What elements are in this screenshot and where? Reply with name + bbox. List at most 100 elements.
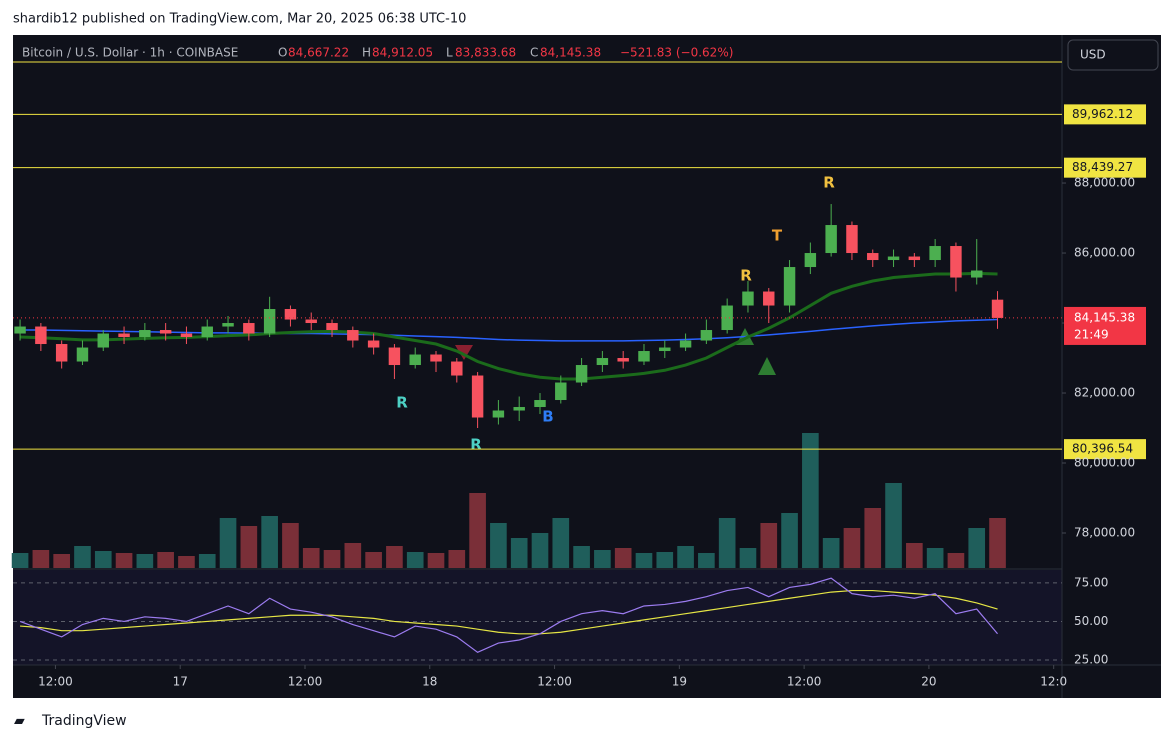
volume-bar <box>240 526 258 568</box>
countdown: 21:49 <box>1074 327 1109 341</box>
rsi-tick-label: 75.00 <box>1074 575 1108 589</box>
x-tick-label: 12:0 <box>1040 675 1067 689</box>
candle-body <box>783 267 796 306</box>
volume-bar <box>906 543 923 568</box>
candle-body <box>555 382 567 401</box>
candle-body <box>596 358 609 366</box>
annotation: R <box>823 174 835 192</box>
volume-bar <box>594 550 611 568</box>
volume-bar <box>386 546 403 568</box>
level-label: 89,962.12 <box>1072 107 1133 121</box>
volume-bar <box>32 550 50 568</box>
candle-body <box>575 365 588 383</box>
candle-body <box>887 256 900 261</box>
x-tick-label: 18 <box>422 675 437 689</box>
volume-bar <box>968 528 986 568</box>
y-tick-label: 80,000.00 <box>1074 456 1135 470</box>
candle-body <box>971 270 983 278</box>
candle-body <box>284 309 297 320</box>
rsi-pane <box>13 570 1062 665</box>
candle-body <box>201 326 213 338</box>
y-tick-label: 82,000.00 <box>1074 386 1135 400</box>
header: shardib12 published on TradingView.com, … <box>13 12 466 27</box>
candle-body <box>367 340 380 348</box>
x-tick-label: 12:00 <box>288 675 323 689</box>
volume-bar <box>885 483 902 568</box>
volume-bar <box>635 553 653 568</box>
volume-bar <box>718 518 736 568</box>
volume-bar <box>510 538 528 568</box>
volume-bar <box>490 523 507 568</box>
candle-body <box>76 347 89 362</box>
volume-bar <box>74 546 91 568</box>
volume-bar <box>614 548 632 568</box>
candle-body <box>742 291 754 306</box>
candle-body <box>97 333 109 348</box>
candle-body <box>492 410 505 418</box>
candle-body <box>617 358 629 362</box>
volume-bar <box>822 538 840 568</box>
currency-button[interactable] <box>1067 39 1159 71</box>
sell-arrow <box>455 345 473 360</box>
volume-bar <box>302 548 320 568</box>
candle-body <box>763 291 775 306</box>
candle-body <box>326 323 338 331</box>
candle-body <box>409 354 421 366</box>
candle-body <box>347 330 359 341</box>
candle-body <box>679 340 692 348</box>
volume-bar <box>11 553 29 568</box>
level-label: 80,396.54 <box>1072 442 1133 456</box>
ohlc-change: −521.83 (−0.62%) <box>620 46 733 60</box>
currency-label[interactable]: USD <box>1080 48 1106 62</box>
footer-logo: ▰ <box>14 713 25 729</box>
level-label: 88,439.27 <box>1072 160 1133 174</box>
volume-bar <box>323 550 341 568</box>
level-label-box <box>1064 157 1146 178</box>
candle-body <box>451 361 463 376</box>
volume-bar <box>157 552 174 568</box>
annotation: R <box>396 394 408 412</box>
volume-bar <box>552 518 570 568</box>
footer-brand: TradingView <box>41 713 127 729</box>
candle-body <box>867 253 879 261</box>
volume-bar <box>365 552 382 568</box>
volume-bar <box>843 528 861 568</box>
volume-bar <box>739 548 757 568</box>
candle-body <box>55 344 68 362</box>
volume-bar <box>198 554 216 568</box>
buy-arrow <box>758 357 776 375</box>
candle-body <box>139 330 151 338</box>
candle-body <box>388 347 401 366</box>
moving-average <box>20 271 998 381</box>
ohlc-h: H <box>362 46 371 60</box>
y-tick-label: 88,000.00 <box>1074 176 1135 190</box>
volume-bar <box>947 553 965 568</box>
symbol-title: Bitcoin / U.S. Dollar · 1h · COINBASE <box>22 46 238 60</box>
volume-bar <box>53 554 70 568</box>
volume-bar <box>781 513 798 568</box>
volume-bar <box>802 433 819 568</box>
candle-body <box>35 326 47 345</box>
ohlc-l-value: 83,833.68 <box>455 46 516 60</box>
moving-average <box>20 318 998 342</box>
x-tick-label: 20 <box>921 675 936 689</box>
candle-body <box>222 323 234 327</box>
candle-body <box>659 347 671 352</box>
rsi-tick-label: 50.00 <box>1074 614 1108 628</box>
volume-bar <box>115 553 133 568</box>
volume-bar <box>469 493 486 568</box>
candle-body <box>471 375 484 418</box>
volume-bar <box>864 508 882 568</box>
ohlc-l: L <box>446 46 453 60</box>
candle-body <box>14 326 26 334</box>
ohlc-o-value: 84,667.22 <box>288 46 349 60</box>
candle-body <box>700 330 713 341</box>
candle-body <box>846 225 858 254</box>
candle-body <box>929 246 941 261</box>
volume-bar <box>760 523 778 568</box>
volume-bar <box>219 518 237 568</box>
ohlc-c: C <box>530 46 538 60</box>
candle-body <box>305 319 317 324</box>
